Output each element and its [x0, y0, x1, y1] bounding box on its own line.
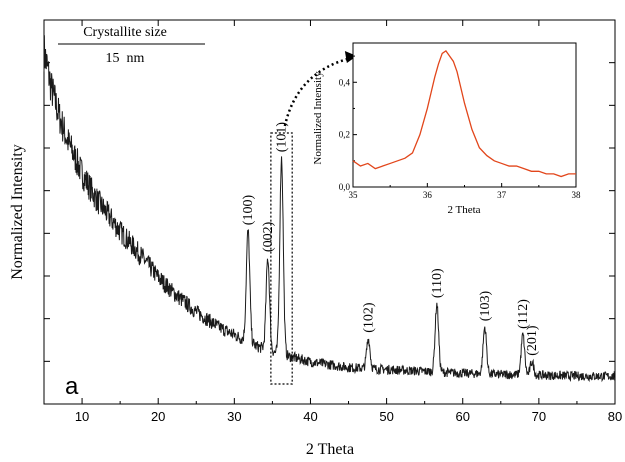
inset-x-tick-label: 37 — [497, 190, 507, 200]
x-tick-label: 40 — [303, 409, 317, 424]
x-tick-label: 80 — [608, 409, 622, 424]
x-tick-label: 20 — [151, 409, 165, 424]
x-tick-label: 10 — [75, 409, 89, 424]
inset-y-tick-label: 0,2 — [339, 130, 350, 140]
legend-value: 15 nm — [106, 51, 145, 66]
peak-label: (100) — [241, 195, 256, 226]
inset-x-tick-label: 35 — [349, 190, 359, 200]
main-x-ticks — [43, 20, 616, 404]
x-tick-label: 30 — [227, 409, 241, 424]
x-axis-title: 2 Theta — [306, 441, 354, 458]
peak-label: (101) — [275, 122, 290, 153]
legend-title: Crystallite size — [83, 25, 167, 40]
x-tick-label: 60 — [455, 409, 469, 424]
peak-labels: (100) (002) (101) (102) (110) (103) (112)(201) — [241, 122, 540, 356]
inset-chart: 35 36 37 38 0,0 0,2 0,4 2 Theta Normalized In… — [312, 42, 582, 216]
peak-label: (102) — [361, 302, 376, 333]
inset-y-tick-label: 0,0 — [339, 182, 351, 192]
panel-letter: a — [65, 373, 79, 400]
peak-label: (110) — [430, 268, 445, 298]
crystallite-legend: Crystallite size 15 nm — [58, 25, 205, 66]
inset-x-ticks: 35 36 37 38 — [349, 183, 582, 200]
peak-label: (002) — [261, 221, 276, 252]
x-tick-label: 70 — [532, 409, 546, 424]
x-tick-label: 50 — [379, 409, 393, 424]
y-axis-title: Normalized Intensity — [9, 144, 26, 280]
main-plot-frame — [43, 19, 616, 405]
inset-y-ticks: 0,0 0,2 0,4 — [339, 55, 357, 192]
annotation-arrow — [283, 56, 352, 127]
annotation-box — [270, 132, 293, 385]
peak-label: (201) — [525, 325, 540, 356]
inset-y-title: Normalized Intensity — [312, 71, 324, 165]
inset-y-tick-label: 0,4 — [339, 77, 351, 87]
inset-x-tick-label: 38 — [572, 190, 582, 200]
inset-series-line — [352, 49, 576, 178]
inset-x-tick-label: 36 — [423, 190, 433, 200]
annotation-arrowhead — [344, 51, 357, 63]
main-series-line — [43, 35, 616, 383]
peak-label: (103) — [478, 291, 493, 322]
main-x-tick-labels: 10 20 30 40 50 60 70 80 — [75, 409, 622, 424]
inset-x-title: 2 Theta — [447, 204, 480, 216]
peak-label: (112) — [516, 299, 531, 329]
